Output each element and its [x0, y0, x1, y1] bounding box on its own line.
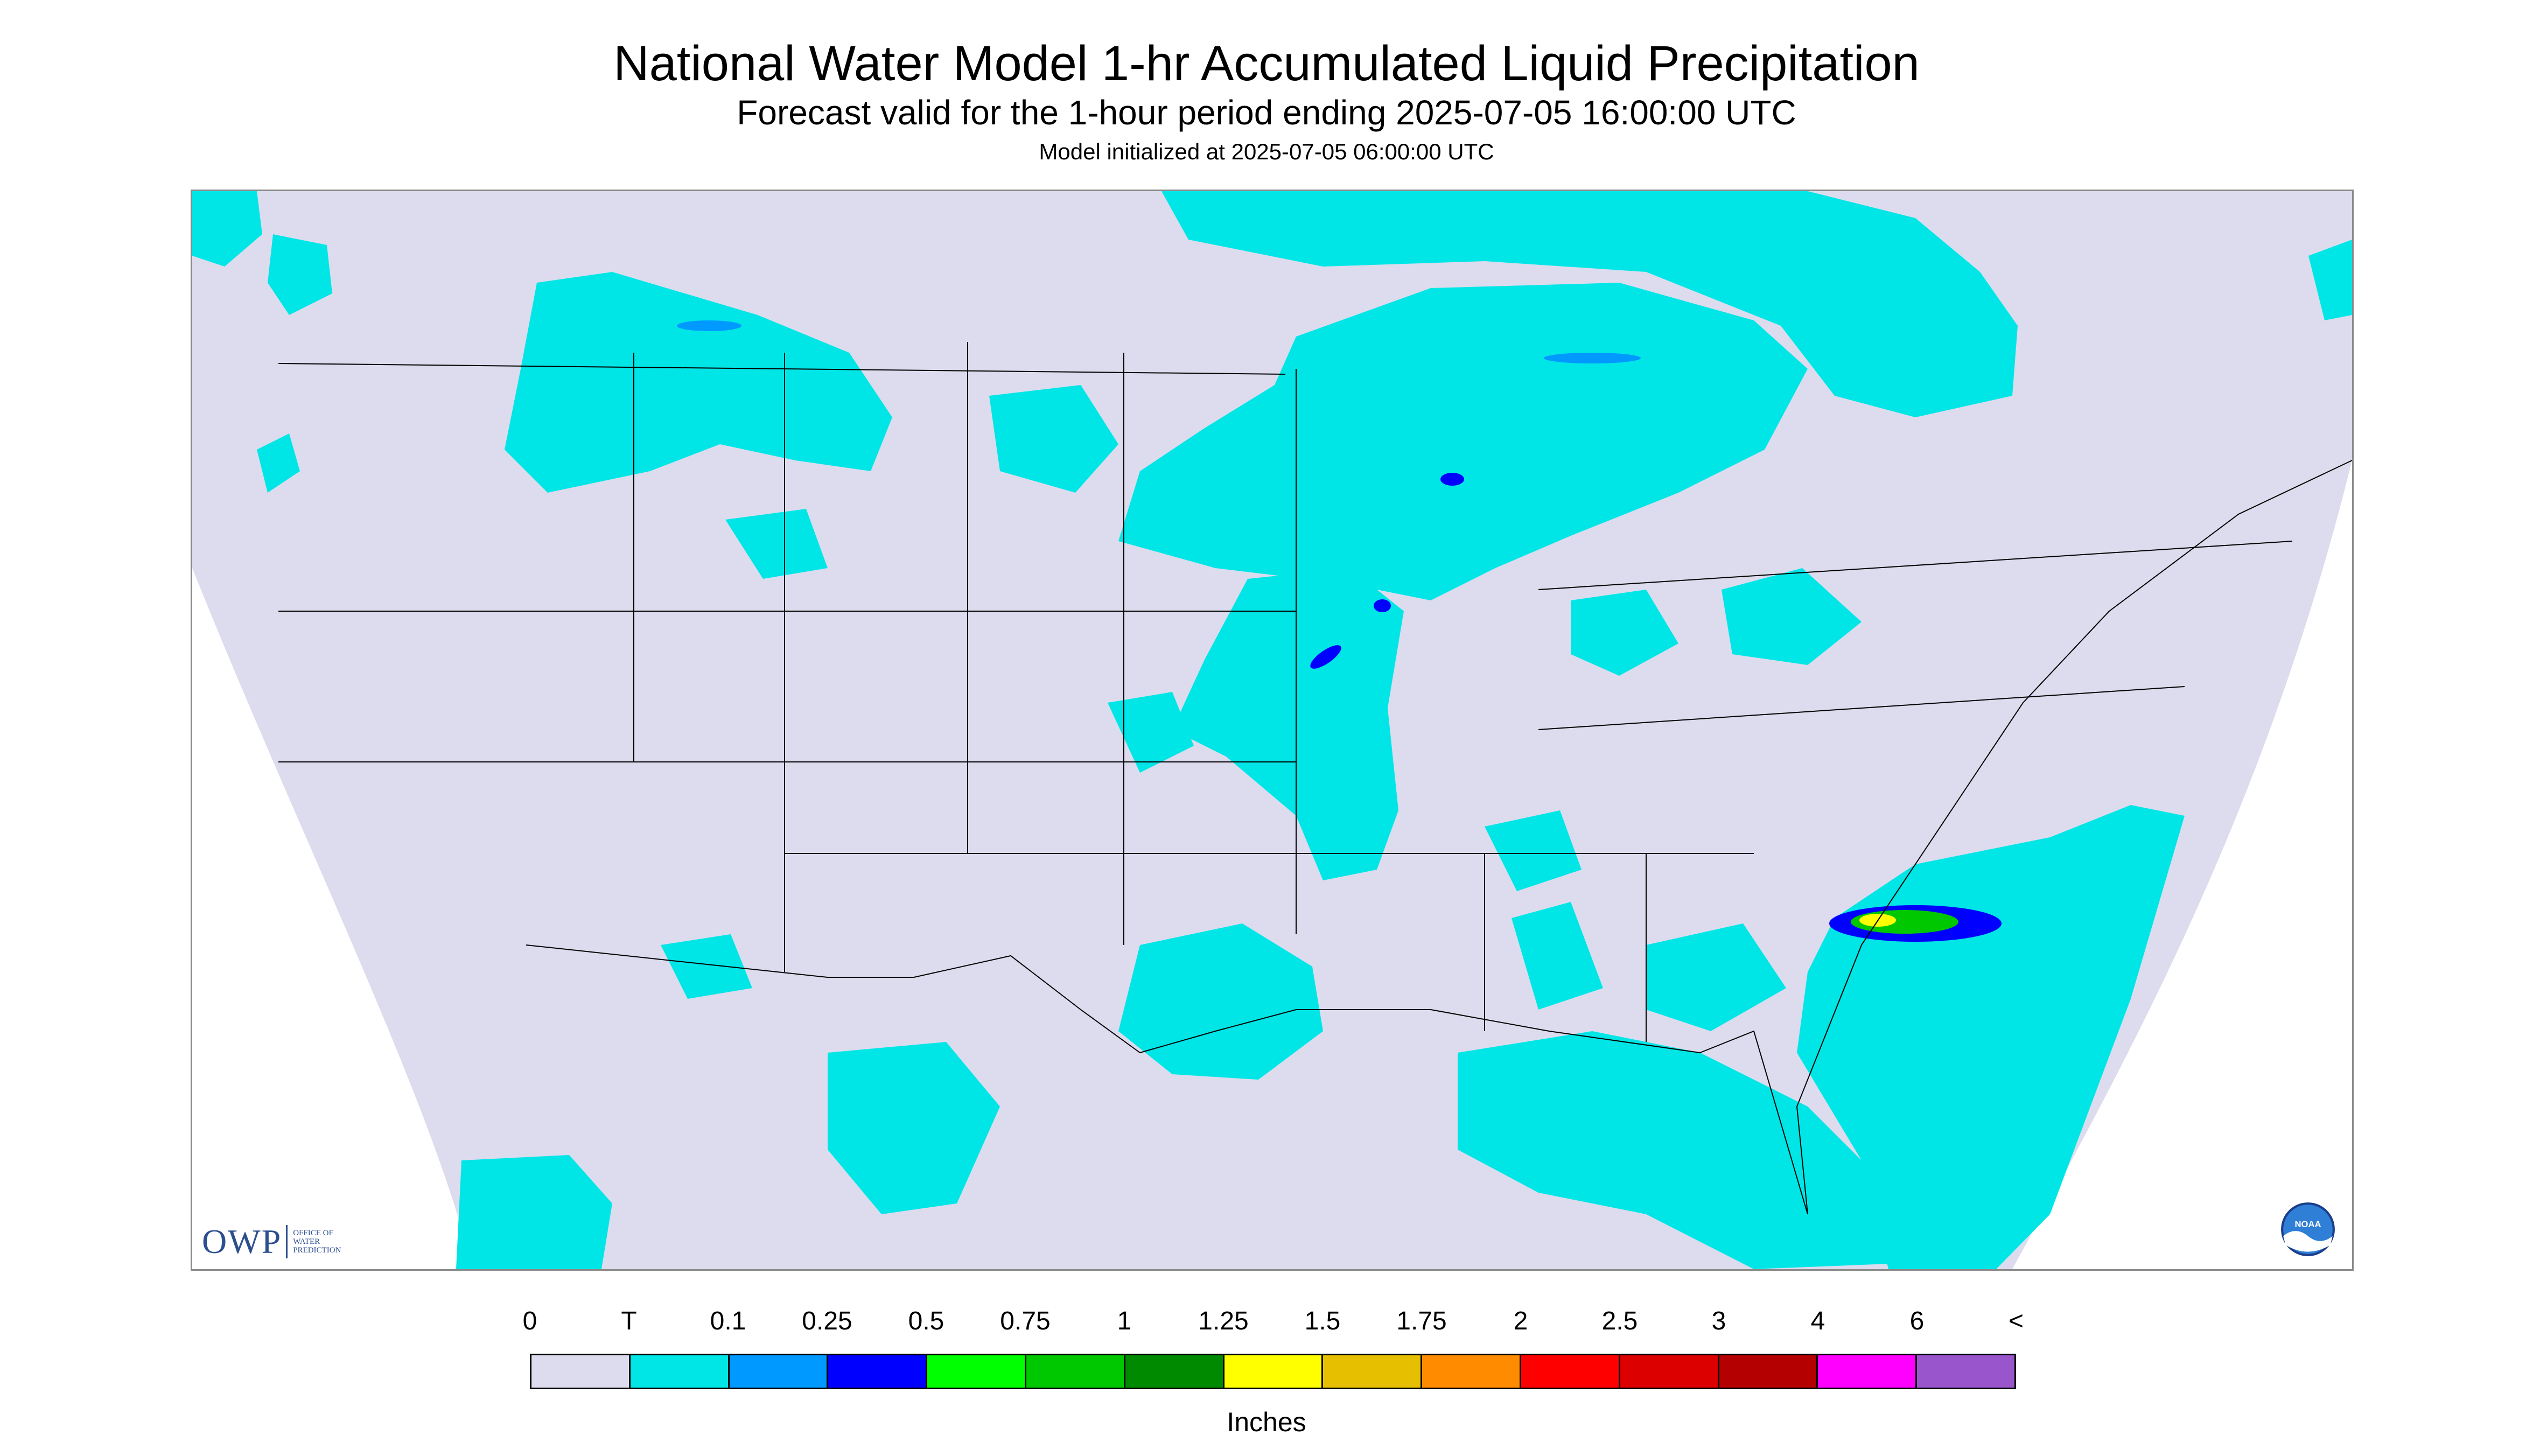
legend-swatch	[1620, 1355, 1719, 1388]
precip-upper-midwest	[1722, 568, 1862, 665]
state-line	[1538, 686, 2185, 730]
legend-swatch	[1719, 1355, 1818, 1388]
legend-swatch	[1521, 1355, 1620, 1388]
legend-tick-label: 2	[1513, 1307, 1528, 1335]
precip-montana-dakotas	[505, 272, 892, 493]
legend-tick-label: 1.5	[1304, 1307, 1341, 1335]
precip-southeast-atlantic	[1646, 923, 1786, 1031]
legend-swatch	[1917, 1355, 2014, 1388]
precip-northern-mexico	[456, 1155, 612, 1269]
precip-northern-mexico	[661, 934, 752, 999]
precip-ontario-quebec	[1161, 191, 2018, 417]
legend-swatch	[927, 1355, 1026, 1388]
owp-logo-subtext: OFFICE OF WATER PREDICTION	[293, 1229, 358, 1255]
precip-montana-dakotas	[725, 509, 828, 579]
map-canvas	[192, 191, 2352, 1269]
chart-title: National Water Model 1-hr Accumulated Li…	[613, 36, 1920, 91]
us-mexico-border	[526, 944, 1140, 1053]
legend-swatch	[531, 1355, 631, 1388]
legend-tick-label: 0.5	[908, 1307, 944, 1335]
precip-mississippi-valley	[1108, 692, 1194, 773]
legend-tick-label: 0	[522, 1307, 537, 1335]
legend-tick-label: 0.25	[802, 1307, 852, 1335]
precip-upper-midwest	[1571, 590, 1678, 676]
owp-subtext-line: OFFICE OF	[293, 1229, 333, 1237]
state-boundaries	[278, 342, 2352, 1215]
precip-heavy-cores	[677, 320, 2002, 942]
gulf-coastline	[1139, 1009, 1808, 1215]
owp-logo-divider	[286, 1225, 288, 1258]
precip-core-mississippi	[1310, 645, 1341, 669]
model-init-text: Model initialized at 2025-07-05 06:00:00…	[1039, 139, 1494, 164]
precipitation-map: OWP OFFICE OF WATER PREDICTION NOAA	[191, 190, 2354, 1271]
legend-swatch	[828, 1355, 928, 1388]
us-canada-border	[278, 363, 1286, 375]
precip-texas-gulf	[1485, 810, 1582, 891]
atlantic-coastline	[1796, 460, 2352, 1215]
precip-pacific-nw	[192, 191, 262, 267]
precip-core-wisconsin	[1440, 473, 1464, 486]
noaa-logo: NOAA	[2281, 1202, 2335, 1256]
precip-core-ontario	[677, 320, 741, 331]
legend-swatch	[1818, 1355, 1918, 1388]
precip-northern-mexico	[828, 1042, 1000, 1214]
owp-logo-letters: OWP	[202, 1222, 282, 1261]
legend-swatch	[1026, 1355, 1125, 1388]
owp-subtext-line: PREDICTION	[293, 1246, 341, 1255]
legend-color-bar	[530, 1354, 2016, 1389]
precip-ontario-quebec	[2308, 240, 2352, 320]
precip-core-superior	[1544, 353, 1641, 363]
legend-units: Inches	[1227, 1407, 1306, 1437]
owp-subtext-line: WATER	[293, 1237, 320, 1246]
legend-swatch	[1224, 1355, 1324, 1388]
legend-tick-label: 0.75	[1000, 1307, 1051, 1335]
precip-texas-gulf	[1458, 1031, 1915, 1269]
legend-swatch	[1323, 1355, 1423, 1388]
legend-swatch	[1422, 1355, 1521, 1388]
precip-core-iowa	[1374, 599, 1391, 612]
precip-texas-gulf	[1118, 923, 1323, 1080]
state-line	[1538, 541, 2293, 590]
precip-mississippi-valley	[1172, 568, 1404, 880]
legend-tick-label: 2.5	[1601, 1307, 1638, 1335]
precip-pacific-nw	[257, 433, 300, 493]
precip-montana-dakotas	[989, 385, 1118, 493]
legend-tick-label: 4	[1810, 1307, 1825, 1335]
legend-swatch	[729, 1355, 829, 1388]
legend-tick-label: 3	[1711, 1307, 1726, 1335]
legend-tick-label: 0.1	[710, 1307, 746, 1335]
legend-tick-label: T	[621, 1307, 637, 1335]
legend-swatch	[630, 1355, 730, 1388]
precip-texas-gulf	[1512, 902, 1603, 1010]
precip-upper-midwest	[1118, 283, 1808, 600]
legend-swatch	[1125, 1355, 1224, 1388]
legend-tick-label: <	[2008, 1307, 2024, 1335]
legend-tick-label: 1.75	[1396, 1307, 1447, 1335]
precip-pacific-nw	[268, 234, 332, 315]
legend-tick-label: 6	[1909, 1307, 1925, 1335]
noaa-logo-text: NOAA	[2295, 1219, 2321, 1229]
valid-time-subtitle: Forecast valid for the 1-hour period end…	[737, 93, 1796, 132]
legend-tick-label: 1	[1117, 1307, 1132, 1335]
owp-logo: OWP OFFICE OF WATER PREDICTION	[202, 1222, 358, 1262]
legend-tick-label: 1.25	[1198, 1307, 1249, 1335]
